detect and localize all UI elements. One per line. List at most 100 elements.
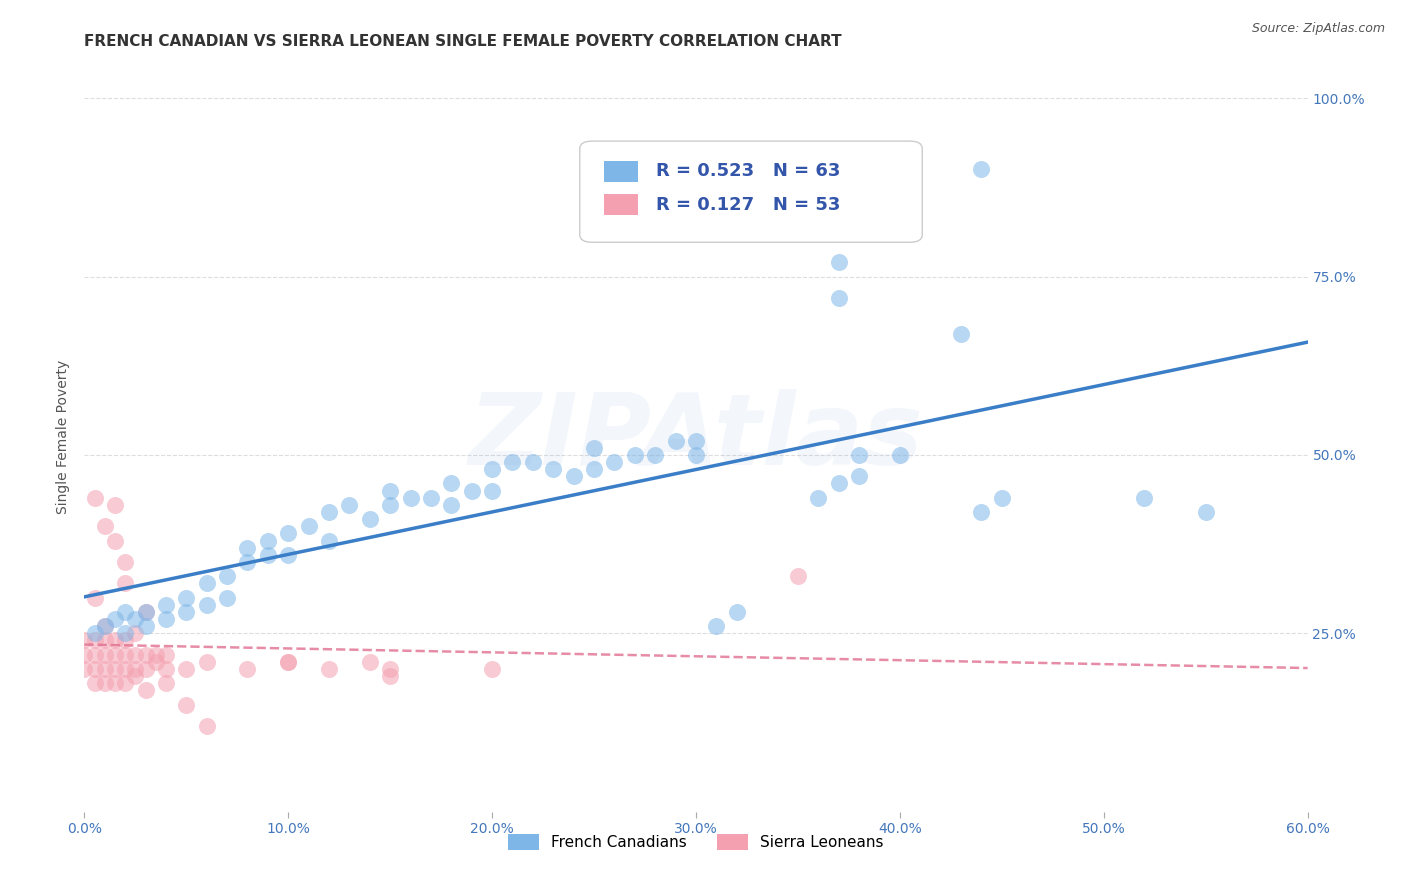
Point [828, 291, 851, 305]
Point [73, 648, 96, 662]
Point [83, 662, 105, 676]
Point [135, 605, 157, 619]
Point [481, 462, 503, 476]
Point [787, 569, 810, 583]
Point [991, 491, 1014, 505]
Point [145, 655, 167, 669]
Point [685, 448, 707, 462]
Text: FRENCH CANADIAN VS SIERRA LEONEAN SINGLE FEMALE POVERTY CORRELATION CHART: FRENCH CANADIAN VS SIERRA LEONEAN SINGLE… [84, 34, 842, 49]
Point [399, 491, 422, 505]
Point [1133, 491, 1156, 505]
Point [93, 519, 115, 533]
Point [685, 434, 707, 448]
Point [380, 483, 402, 498]
Point [145, 648, 167, 662]
Point [114, 605, 136, 619]
Point [236, 555, 259, 569]
Point [174, 698, 197, 712]
Point [1195, 505, 1218, 519]
Point [104, 498, 127, 512]
Point [114, 676, 136, 690]
Point [828, 476, 851, 491]
Point [195, 576, 218, 591]
Point [665, 434, 688, 448]
Point [339, 498, 361, 512]
Point [93, 648, 115, 662]
Point [318, 505, 340, 519]
Point [522, 455, 544, 469]
Point [155, 662, 177, 676]
Point [725, 605, 748, 619]
Point [624, 448, 647, 462]
Point [236, 662, 259, 676]
Point [502, 455, 524, 469]
Point [104, 533, 127, 548]
Point [124, 626, 146, 640]
Point [93, 619, 115, 633]
Point [440, 476, 463, 491]
Point [277, 655, 299, 669]
Point [217, 591, 239, 605]
Point [104, 633, 127, 648]
Point [83, 491, 105, 505]
Point [277, 655, 299, 669]
Point [950, 326, 973, 341]
Point [135, 605, 157, 619]
Point [195, 598, 218, 612]
Point [298, 519, 321, 533]
Y-axis label: Single Female Poverty: Single Female Poverty [56, 360, 70, 514]
Point [318, 533, 340, 548]
Point [970, 162, 993, 177]
Point [217, 569, 239, 583]
Point [970, 505, 993, 519]
Point [380, 669, 402, 683]
Point [83, 626, 105, 640]
Point [93, 619, 115, 633]
Point [277, 548, 299, 562]
Point [420, 491, 443, 505]
Point [155, 676, 177, 690]
Point [114, 555, 136, 569]
Point [257, 533, 280, 548]
Point [603, 455, 626, 469]
Point [889, 448, 911, 462]
Point [93, 676, 115, 690]
Text: Source: ZipAtlas.com: Source: ZipAtlas.com [1251, 22, 1385, 36]
Point [135, 648, 157, 662]
Text: R = 0.127   N = 53: R = 0.127 N = 53 [655, 196, 839, 214]
Point [706, 619, 728, 633]
Point [828, 255, 851, 269]
Point [359, 655, 381, 669]
Point [644, 448, 666, 462]
Point [257, 548, 280, 562]
Point [83, 648, 105, 662]
Point [104, 676, 127, 690]
Point [124, 648, 146, 662]
Point [114, 648, 136, 662]
Point [543, 462, 565, 476]
Point [83, 633, 105, 648]
Point [114, 633, 136, 648]
Point [318, 662, 340, 676]
Point [124, 612, 146, 626]
FancyBboxPatch shape [579, 141, 922, 243]
Point [440, 498, 463, 512]
FancyBboxPatch shape [605, 194, 638, 215]
Point [583, 462, 606, 476]
Point [562, 469, 585, 483]
Point [481, 483, 503, 498]
Point [83, 591, 105, 605]
FancyBboxPatch shape [605, 161, 638, 182]
Point [104, 612, 127, 626]
Point [380, 498, 402, 512]
Point [481, 662, 503, 676]
Point [73, 662, 96, 676]
Point [848, 469, 870, 483]
Point [155, 598, 177, 612]
Text: R = 0.523   N = 63: R = 0.523 N = 63 [655, 162, 839, 180]
Point [461, 483, 484, 498]
Point [583, 441, 606, 455]
Point [114, 626, 136, 640]
Point [114, 662, 136, 676]
Point [135, 662, 157, 676]
